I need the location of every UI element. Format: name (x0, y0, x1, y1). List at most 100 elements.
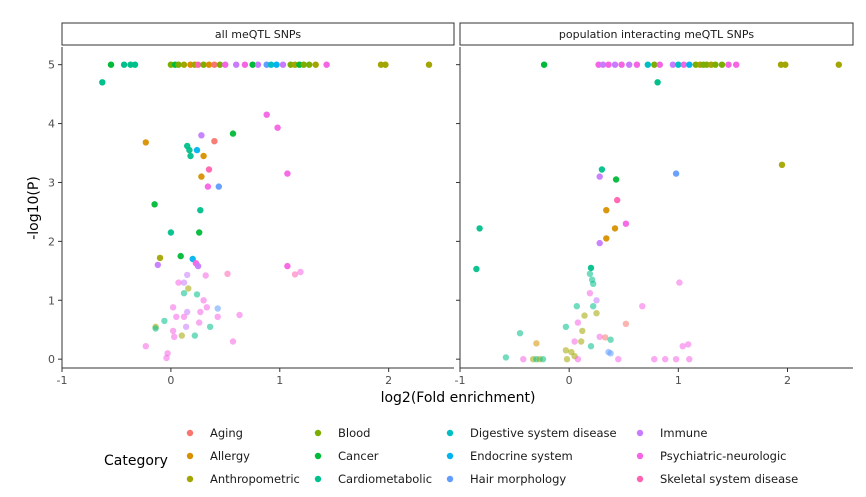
data-point-cancer (540, 61, 548, 68)
legend-item-cancer: Cancer (314, 449, 379, 463)
facet-strip-title: population interacting meQTL SNPs (559, 28, 754, 41)
legend-item-endocrine: Endocrine system (446, 449, 573, 463)
data-point-cardiometabolic (654, 79, 661, 86)
legend-label: Blood (338, 426, 370, 440)
data-point-anthropometric (563, 356, 571, 363)
data-point-cardiometabolic (539, 356, 547, 363)
data-point-cardiometabolic (191, 332, 198, 339)
data-point-endocrine (193, 146, 201, 154)
legend-swatch (636, 452, 644, 460)
data-point-cardiometabolic (131, 61, 139, 68)
x-tick-label: 1 (675, 374, 682, 387)
data-point-cardiometabolic (586, 270, 594, 277)
data-point-cancer (177, 252, 184, 260)
y-tick-label: 5 (48, 59, 55, 72)
data-point-hair (215, 183, 222, 190)
data-point-psychiatric (163, 354, 170, 362)
data-point-psychiatric (633, 61, 641, 68)
data-point-blood (175, 61, 182, 68)
data-point-immune (254, 61, 262, 68)
legend-label: Hair morphology (470, 472, 566, 486)
facet-strip (459, 22, 854, 46)
legend-item-digestive: Digestive system disease (446, 426, 617, 440)
data-point-psychiatric (173, 313, 180, 320)
data-point-psychiatric (204, 183, 212, 190)
data-point-psychiatric (571, 338, 578, 345)
legend-item-skeletal: Skeletal system disease (636, 472, 798, 486)
data-point-immune (626, 61, 633, 68)
data-point-immune (669, 61, 677, 68)
facet-strip (61, 22, 455, 46)
data-point-immune (593, 297, 600, 304)
legend-label: Aging (210, 426, 243, 440)
data-point-psychiatric (656, 61, 663, 68)
data-point-cancer (612, 176, 620, 183)
legend-swatch (636, 429, 644, 437)
data-point-cardiometabolic (587, 343, 595, 350)
y-tick-label: 4 (48, 118, 55, 131)
data-point-psychiatric (733, 61, 740, 68)
y-tick-label: 2 (48, 235, 55, 248)
data-point-immune (279, 61, 287, 68)
data-point-allergy (603, 207, 610, 214)
data-point-psychiatric (679, 343, 686, 350)
points (473, 61, 842, 363)
data-point-psychiatric (196, 319, 203, 326)
data-point-digestive (267, 61, 275, 68)
data-point-psychiatric (651, 356, 658, 363)
data-point-cardiometabolic (562, 323, 570, 330)
data-point-psychiatric (520, 356, 527, 363)
data-point-anthropometric (425, 61, 433, 68)
data-point-immune (180, 279, 188, 286)
data-point-anthropometric (782, 61, 789, 68)
legend-item-anthropometric: Anthropometric (186, 472, 300, 486)
legend-label: Anthropometric (210, 472, 300, 486)
legend-swatch (314, 429, 322, 437)
data-point-cardiometabolic (473, 265, 480, 273)
x-tick-label: -1 (57, 374, 68, 387)
data-point-allergy (603, 235, 610, 242)
x-tick-label: 0 (566, 374, 573, 387)
data-point-allergy (205, 61, 213, 68)
data-point-cardiometabolic (186, 146, 193, 154)
data-point-psychiatric (229, 338, 237, 345)
data-point-aging (211, 61, 218, 68)
legend-label: Cancer (338, 449, 379, 463)
data-point-anthropometric (156, 254, 164, 262)
legend-swatch (446, 475, 454, 483)
x-tick-label: 0 (167, 374, 174, 387)
data-point-psychiatric (180, 313, 188, 320)
data-point-anthropometric (382, 61, 389, 68)
data-point-blood (300, 61, 307, 68)
legend-label: Cardiometabolic (338, 472, 432, 486)
data-point-anthropometric (581, 312, 588, 319)
data-point-cardiometabolic (607, 336, 614, 343)
legend-swatch (186, 429, 194, 437)
x-axis-title: log2(Fold enrichment) (381, 390, 536, 406)
points (99, 61, 433, 362)
data-point-immune (233, 61, 240, 68)
data-point-hair (263, 61, 270, 68)
data-point-skeletal (224, 270, 231, 277)
data-point-skeletal (205, 166, 213, 173)
data-point-aging (602, 334, 609, 341)
data-point-psychiatric (284, 262, 291, 270)
data-point-blood (692, 61, 699, 68)
data-point-cardiometabolic (587, 264, 595, 272)
data-point-cardiometabolic (161, 317, 168, 325)
facet-strip-title: all meQTL SNPs (215, 28, 301, 41)
y-tick-label: 3 (48, 176, 55, 189)
data-point-cardiometabolic (152, 325, 159, 332)
data-point-anthropometric (562, 347, 570, 354)
data-point-immune (184, 271, 191, 279)
data-point-psychiatric (323, 61, 330, 68)
x-tick-label: 2 (784, 374, 791, 387)
data-point-immune (599, 61, 607, 68)
data-point-psychiatric (605, 61, 612, 68)
data-point-psychiatric (297, 268, 304, 276)
data-point-psychiatric (197, 308, 204, 316)
data-point-immune (194, 262, 202, 270)
